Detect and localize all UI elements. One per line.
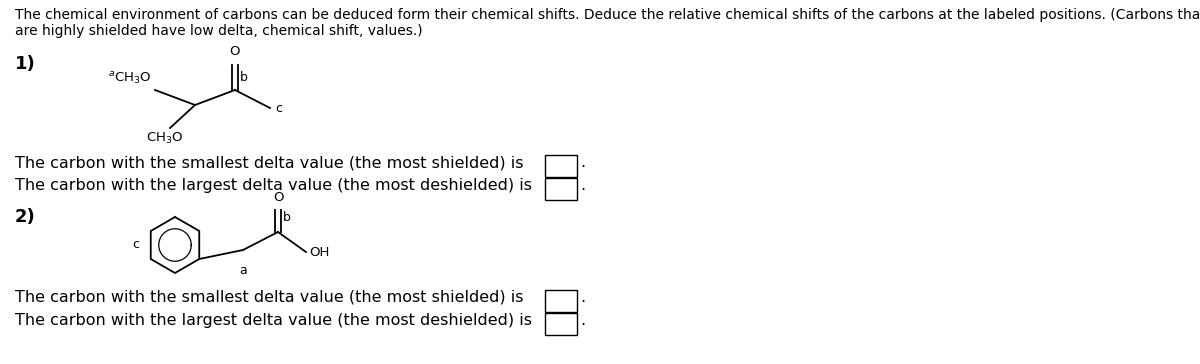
Text: are highly shielded have low delta, chemical shift, values.): are highly shielded have low delta, chem… <box>14 24 422 38</box>
Text: CH$_3$O: CH$_3$O <box>146 131 184 146</box>
Text: .: . <box>580 178 586 193</box>
Text: .: . <box>580 155 586 170</box>
Text: The carbon with the largest delta value (the most deshielded) is: The carbon with the largest delta value … <box>14 178 538 193</box>
Text: O: O <box>229 45 240 58</box>
Bar <box>545 313 577 335</box>
Text: OH: OH <box>310 245 329 258</box>
Text: The carbon with the smallest delta value (the most shielded) is: The carbon with the smallest delta value… <box>14 155 529 170</box>
Text: .: . <box>580 313 586 328</box>
Bar <box>545 155 577 177</box>
Text: .: . <box>580 290 586 305</box>
Text: 1): 1) <box>14 55 36 73</box>
Text: The carbon with the largest delta value (the most deshielded) is: The carbon with the largest delta value … <box>14 313 538 328</box>
Text: c: c <box>132 238 139 252</box>
Text: O: O <box>272 191 283 204</box>
Text: The chemical environment of carbons can be deduced form their chemical shifts. D: The chemical environment of carbons can … <box>14 8 1200 22</box>
Text: b: b <box>240 71 248 84</box>
Bar <box>545 178 577 200</box>
Text: $^a$CH$_3$O: $^a$CH$_3$O <box>108 71 151 87</box>
Text: c: c <box>275 102 282 115</box>
Bar <box>545 290 577 312</box>
Text: b: b <box>283 211 290 224</box>
Text: The carbon with the smallest delta value (the most shielded) is: The carbon with the smallest delta value… <box>14 290 529 305</box>
Text: a: a <box>239 264 247 277</box>
Text: 2): 2) <box>14 208 36 226</box>
